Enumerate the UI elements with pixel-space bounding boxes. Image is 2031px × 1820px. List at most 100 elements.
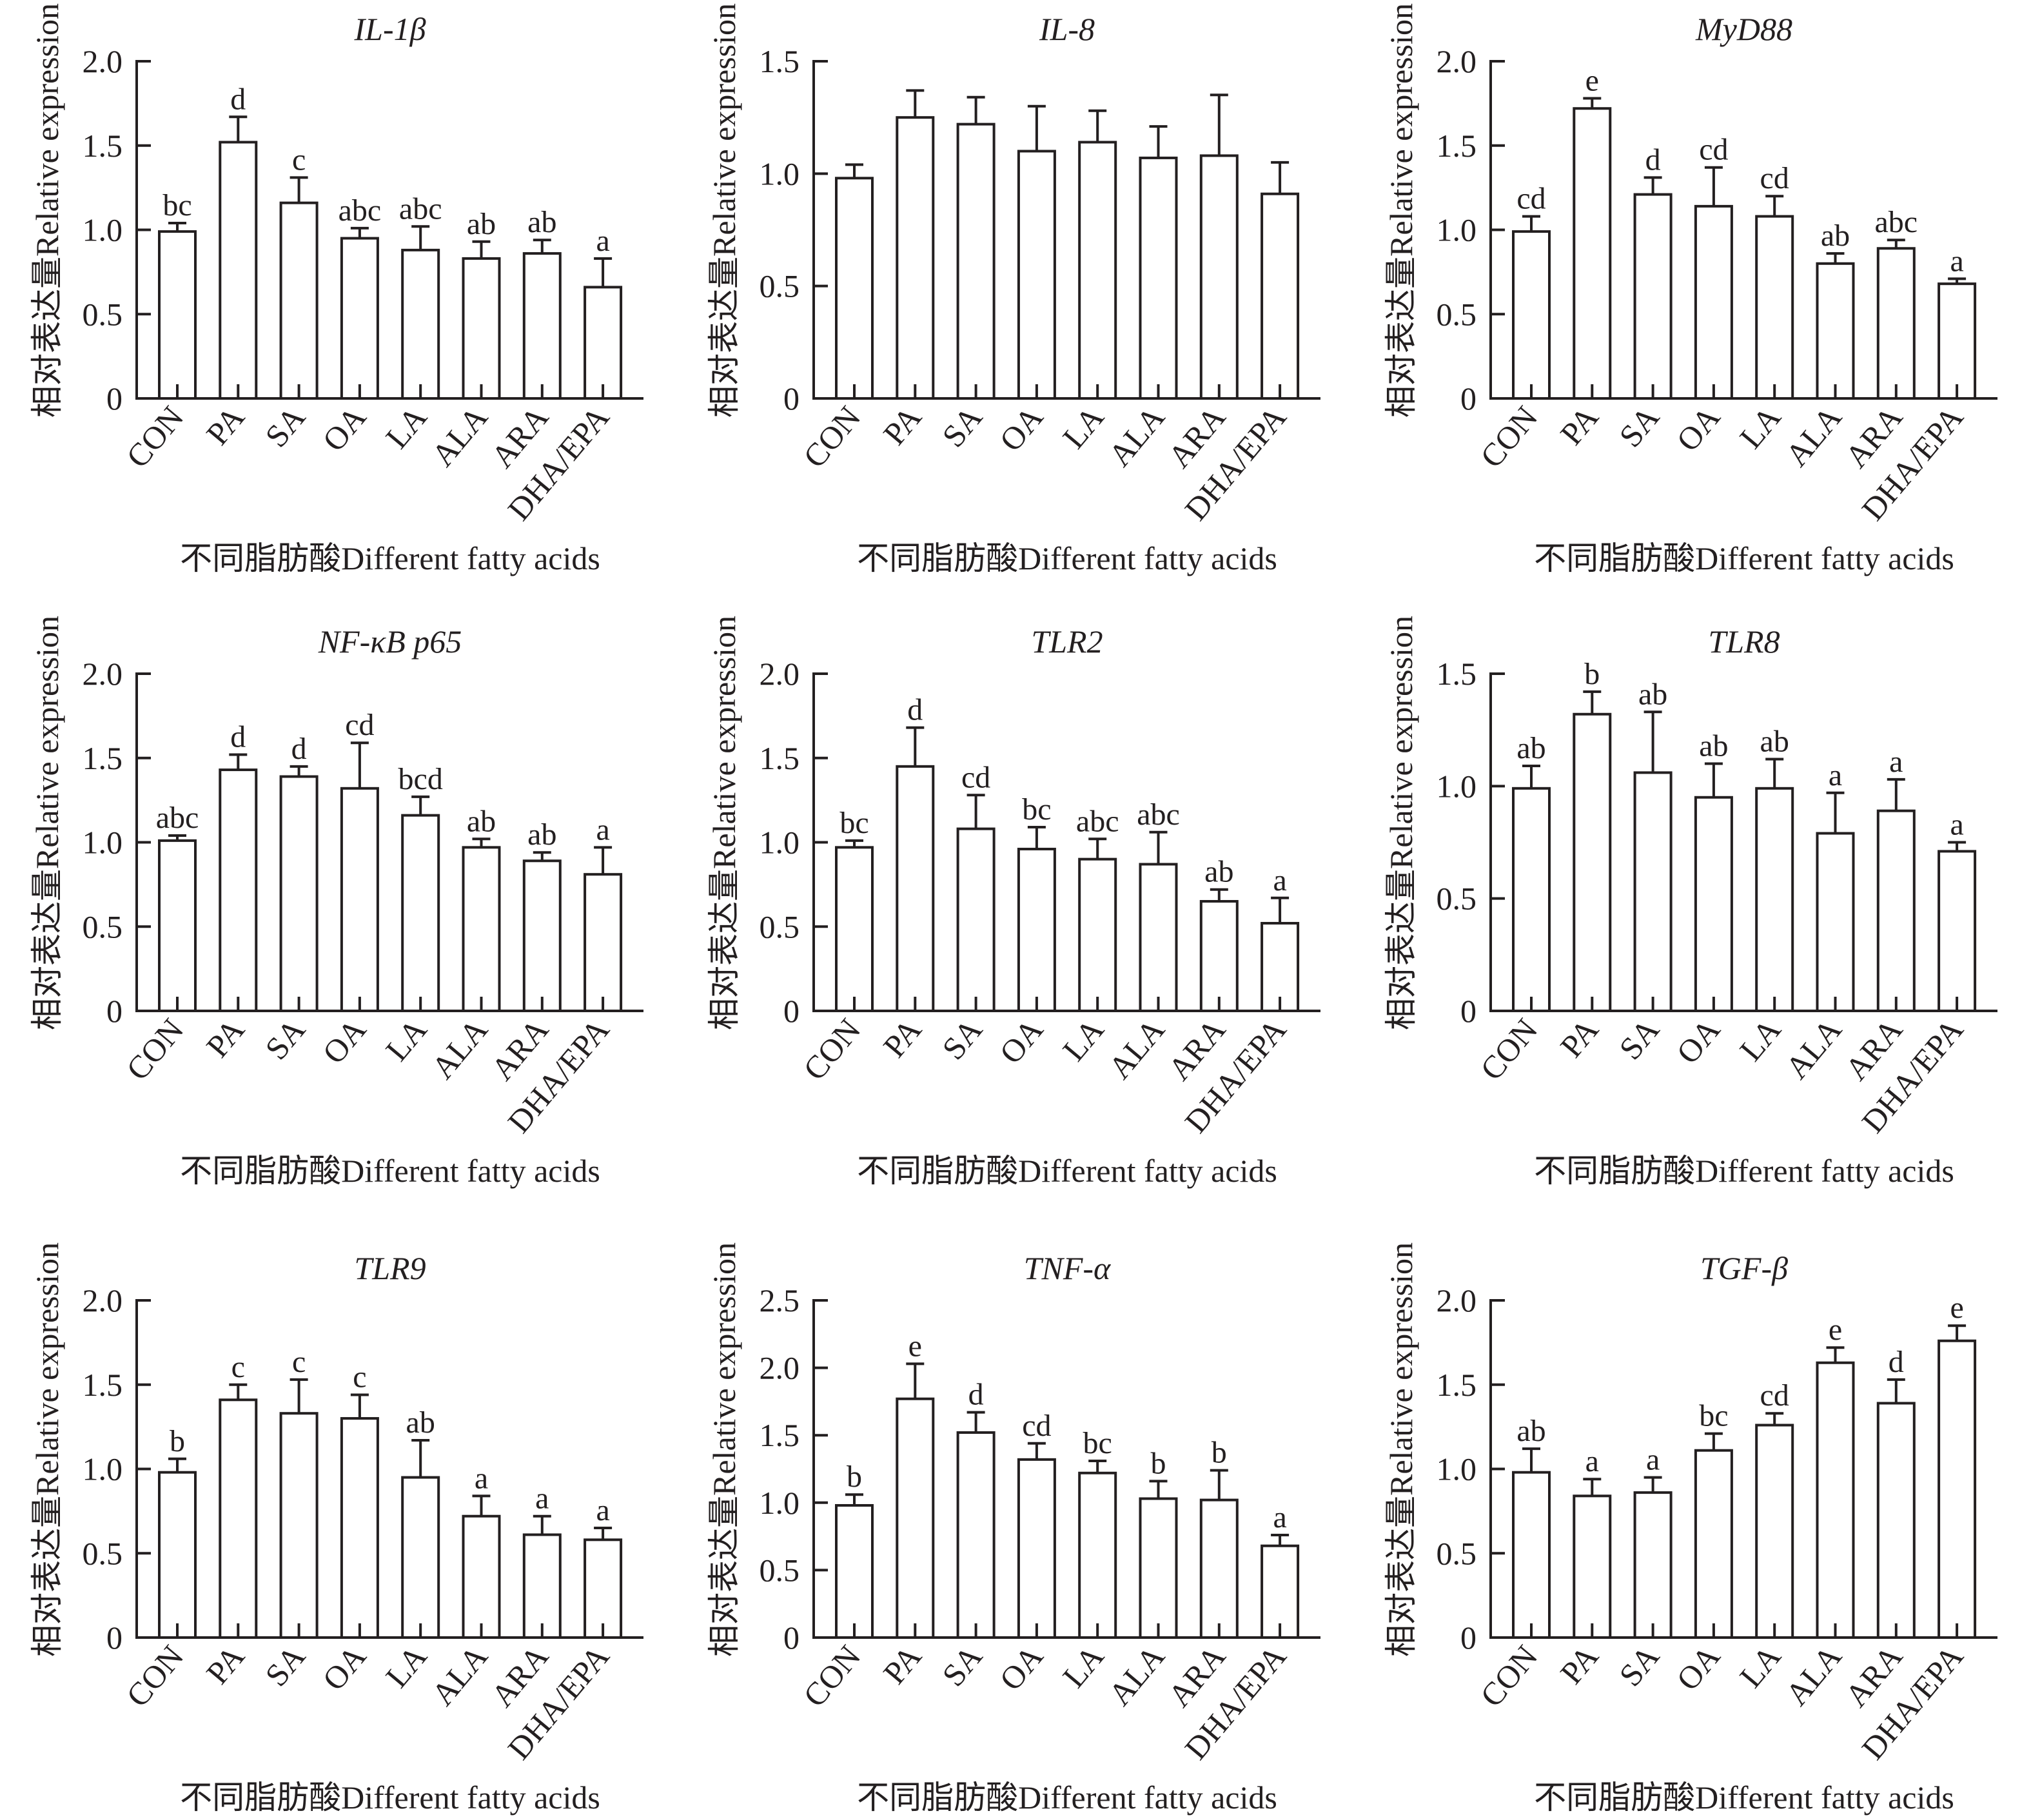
y-tick-label: 1.0 <box>1437 1451 1477 1487</box>
significance-label: ab <box>406 1405 435 1440</box>
chart-panel-tgf: TGF-β 相对表达量Relative expression 0 0.5 1.0 1.5 2… <box>1383 1242 1997 1815</box>
bar-ala <box>462 257 501 400</box>
significance-label: c <box>231 1350 245 1384</box>
y-tick-label: 0.5 <box>83 296 123 332</box>
x-tick-label: ALA <box>1101 1638 1172 1712</box>
bar-ara <box>522 859 562 1013</box>
significance-label: abc <box>156 801 199 835</box>
x-tick-label: ALA <box>1778 1638 1849 1712</box>
significance-label: ab <box>1516 731 1545 765</box>
y-axis-title: 相对表达量Relative expression <box>1383 1242 1419 1657</box>
bar-la <box>401 248 440 400</box>
bar-pa <box>896 116 935 400</box>
x-axis-title: 不同脂肪酸Different fatty acids <box>180 1153 600 1189</box>
x-tick-label: LA <box>1055 1012 1111 1068</box>
y-tick-label: 1.0 <box>83 1451 123 1487</box>
significance-label: d <box>1889 1345 1904 1379</box>
x-tick-label: PA <box>876 1012 928 1064</box>
bar-pa <box>896 1397 935 1639</box>
y-tick-label: 1.5 <box>760 1417 800 1453</box>
significance-label: e <box>1585 64 1599 98</box>
y-tick-label: 0.5 <box>1437 1535 1477 1571</box>
x-tick-label: PA <box>199 1012 251 1064</box>
bar-con <box>158 1471 197 1639</box>
x-tick-label: OA <box>315 1638 373 1697</box>
y-tick-label: 1.5 <box>83 1367 123 1403</box>
chart-title: TLR9 <box>354 1250 426 1286</box>
y-tick-label: 0 <box>1460 380 1477 416</box>
chart-panel-tlr2: TLR2 相对表达量Relative expression 0 0.5 1.0 1.5 2.… <box>706 616 1320 1189</box>
chart-title: TLR2 <box>1031 623 1103 660</box>
bar-pa <box>1573 107 1612 400</box>
y-axis-title: 相对表达量Relative expression <box>706 3 742 418</box>
x-tick-label: OA <box>1669 1012 1727 1070</box>
significance-label: d <box>230 82 246 116</box>
y-axis-title: 相对表达量Relative expression <box>29 3 65 418</box>
significance-label: a <box>1273 1500 1286 1534</box>
x-tick-label: SA <box>935 399 989 454</box>
y-tick-label: 1.0 <box>760 825 800 861</box>
y-axis-title: 相对表达量Relative expression <box>706 1242 742 1657</box>
significance-label: ab <box>467 804 496 838</box>
y-tick-label: 0.5 <box>1437 296 1477 332</box>
significance-label: a <box>475 1461 488 1495</box>
bar-sa <box>279 775 319 1012</box>
bar-pa <box>896 765 935 1012</box>
bar-ala <box>462 1514 501 1639</box>
y-tick-label: 0 <box>1460 1619 1477 1656</box>
bar-con <box>1512 230 1551 400</box>
x-tick-label: SA <box>258 1012 312 1066</box>
chart-title: TNF-α <box>1024 1250 1112 1286</box>
significance-label: e <box>1950 1291 1963 1325</box>
bar-ara <box>1876 809 1916 1012</box>
x-tick-label: OA <box>315 399 373 458</box>
chart-panel-tnf: TNF-α 相对表达量Relative expression 0 0.5 1.0 1.5 2… <box>706 1242 1320 1815</box>
significance-label: cd <box>1699 133 1728 167</box>
bar-dha-epa <box>1938 850 1977 1012</box>
bar-sa <box>956 122 996 400</box>
significance-label: abc <box>1874 205 1918 239</box>
significance-label: a <box>596 224 609 258</box>
bar-oa <box>1694 204 1733 400</box>
significance-label: abc <box>338 193 382 228</box>
x-tick-label: OA <box>1669 399 1727 458</box>
bar-ala <box>1139 156 1178 400</box>
bar-con <box>835 846 874 1012</box>
x-tick-label: LA <box>1055 1638 1111 1694</box>
bar-pa <box>1573 1494 1612 1639</box>
bar-con <box>835 177 874 400</box>
bar-la <box>1755 215 1794 400</box>
x-tick-label: SA <box>258 399 312 454</box>
y-tick-label: 0 <box>106 993 123 1029</box>
significance-label: ab <box>1760 724 1789 758</box>
bar-oa <box>1694 1449 1733 1639</box>
x-tick-label: CON <box>119 1012 191 1087</box>
bar-la <box>1755 1424 1794 1639</box>
y-tick-label: 0 <box>783 993 800 1029</box>
bar-ala <box>462 846 501 1012</box>
significance-label: a <box>1950 244 1963 278</box>
x-tick-label: PA <box>876 399 928 451</box>
y-tick-label: 0.5 <box>1437 881 1477 917</box>
significance-label: d <box>230 720 246 754</box>
x-tick-label: CON <box>796 1638 868 1714</box>
bar-la <box>1078 141 1117 400</box>
x-tick-label: CON <box>119 399 191 475</box>
y-tick-label: 1.5 <box>1437 128 1477 164</box>
significance-label: c <box>292 1345 306 1379</box>
x-tick-label: OA <box>992 399 1050 458</box>
y-tick-label: 0.5 <box>760 908 800 944</box>
bar-pa <box>1573 712 1612 1012</box>
x-tick-label: CON <box>796 1012 868 1087</box>
x-axis-title: 不同脂肪酸Different fatty acids <box>1534 1779 1954 1815</box>
bar-la <box>1078 1471 1117 1639</box>
bar-la <box>1078 857 1117 1012</box>
y-tick-label: 0.5 <box>83 1535 123 1571</box>
x-axis-title: 不同脂肪酸Different fatty acids <box>857 540 1277 576</box>
significance-label: bc <box>839 806 868 840</box>
significance-label: d <box>1645 142 1661 177</box>
chart-panel-myd88: MyD88 相对表达量Relative expression 0 0.5 1.0 1.5 2… <box>1383 3 1997 576</box>
significance-label: bc <box>1699 1399 1728 1433</box>
significance-label: b <box>170 1424 185 1458</box>
